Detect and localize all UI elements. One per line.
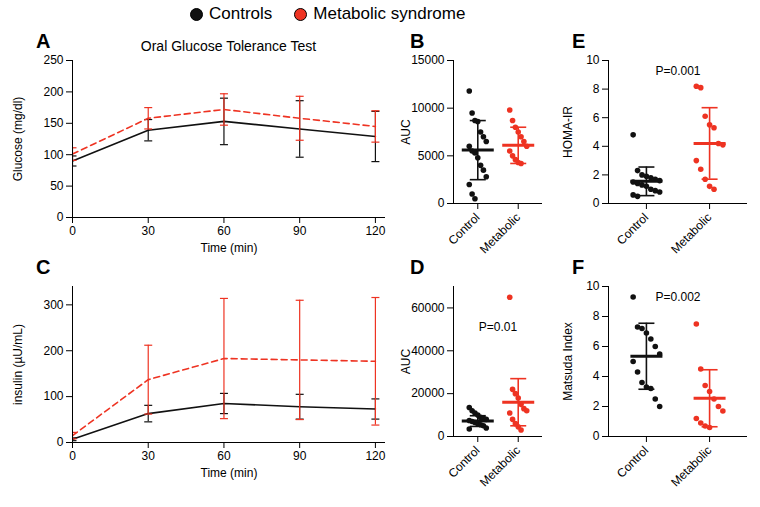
svg-text:Control: Control xyxy=(445,443,482,480)
svg-text:200: 200 xyxy=(43,85,63,99)
svg-text:4: 4 xyxy=(593,369,600,383)
html-text:Controls: Controls xyxy=(209,4,273,23)
svg-text:10: 10 xyxy=(586,53,600,67)
svg-text:0: 0 xyxy=(438,429,445,443)
svg-text:120: 120 xyxy=(365,449,385,463)
svg-text:150: 150 xyxy=(43,116,63,130)
svg-text:30: 30 xyxy=(142,449,156,463)
svg-text:300: 300 xyxy=(43,298,63,312)
svg-text:P=0.002: P=0.002 xyxy=(655,290,700,304)
svg-text:8: 8 xyxy=(593,82,600,96)
svg-text:0: 0 xyxy=(57,210,64,224)
svg-text:60: 60 xyxy=(217,449,231,463)
svg-text:Control: Control xyxy=(614,210,651,247)
svg-text:HOMA-IR: HOMA-IR xyxy=(561,106,575,158)
svg-text:0: 0 xyxy=(57,435,64,449)
svg-text:Metabolic: Metabolic xyxy=(668,210,714,256)
svg-text:insulin (µU/mL): insulin (µU/mL) xyxy=(11,324,25,405)
html-text:E: E xyxy=(572,30,586,52)
svg-text:Time (min): Time (min) xyxy=(201,241,258,255)
svg-text:6: 6 xyxy=(593,111,600,125)
svg-text:10: 10 xyxy=(586,279,600,293)
svg-text:250: 250 xyxy=(43,53,63,67)
svg-text:2: 2 xyxy=(593,168,600,182)
svg-text:100: 100 xyxy=(43,148,63,162)
svg-text:90: 90 xyxy=(293,449,307,463)
html-text:Oral Glucose Tolerance Test: Oral Glucose Tolerance Test xyxy=(140,38,317,54)
svg-text:0: 0 xyxy=(593,196,600,210)
svg-text:0: 0 xyxy=(69,224,76,238)
svg-text:Matsuda Index: Matsuda Index xyxy=(561,322,575,401)
svg-text:Metabolic: Metabolic xyxy=(668,443,714,489)
svg-text:Time (min): Time (min) xyxy=(201,466,258,480)
svg-text:5000: 5000 xyxy=(418,149,445,163)
svg-text:6: 6 xyxy=(593,339,600,353)
html-text:A: A xyxy=(36,30,51,52)
svg-text:AUC: AUC xyxy=(399,119,413,145)
svg-text:8: 8 xyxy=(593,309,600,323)
svg-text:Control: Control xyxy=(445,210,482,247)
svg-text:2: 2 xyxy=(593,399,600,413)
svg-text:15000: 15000 xyxy=(411,53,445,67)
html-text:F: F xyxy=(572,256,585,278)
svg-text:20000: 20000 xyxy=(411,386,445,400)
svg-text:P=0.001: P=0.001 xyxy=(655,64,700,78)
svg-text:90: 90 xyxy=(293,224,307,238)
svg-text:10000: 10000 xyxy=(411,101,445,115)
html-text:Metabolic syndrome: Metabolic syndrome xyxy=(313,4,466,23)
html-text:C: C xyxy=(36,256,51,278)
svg-text:Metabolic: Metabolic xyxy=(477,210,523,256)
svg-text:60000: 60000 xyxy=(411,301,445,315)
svg-text:AUC: AUC xyxy=(399,349,413,375)
svg-text:200: 200 xyxy=(43,344,63,358)
svg-text:0: 0 xyxy=(438,196,445,210)
svg-text:0: 0 xyxy=(593,429,600,443)
svg-text:100: 100 xyxy=(43,389,63,403)
svg-text:Glucose (mg/dl): Glucose (mg/dl) xyxy=(11,97,25,182)
svg-text:Control: Control xyxy=(614,443,651,480)
html-text:B: B xyxy=(410,30,425,52)
html-text:D: D xyxy=(410,256,425,278)
svg-text:P=0.01: P=0.01 xyxy=(479,320,518,334)
svg-text:40000: 40000 xyxy=(411,344,445,358)
svg-text:0: 0 xyxy=(69,449,76,463)
svg-text:60: 60 xyxy=(217,224,231,238)
svg-text:Metabolic: Metabolic xyxy=(477,443,523,489)
svg-text:50: 50 xyxy=(50,179,64,193)
svg-text:30: 30 xyxy=(142,224,156,238)
svg-text:4: 4 xyxy=(593,139,600,153)
svg-text:120: 120 xyxy=(365,224,385,238)
